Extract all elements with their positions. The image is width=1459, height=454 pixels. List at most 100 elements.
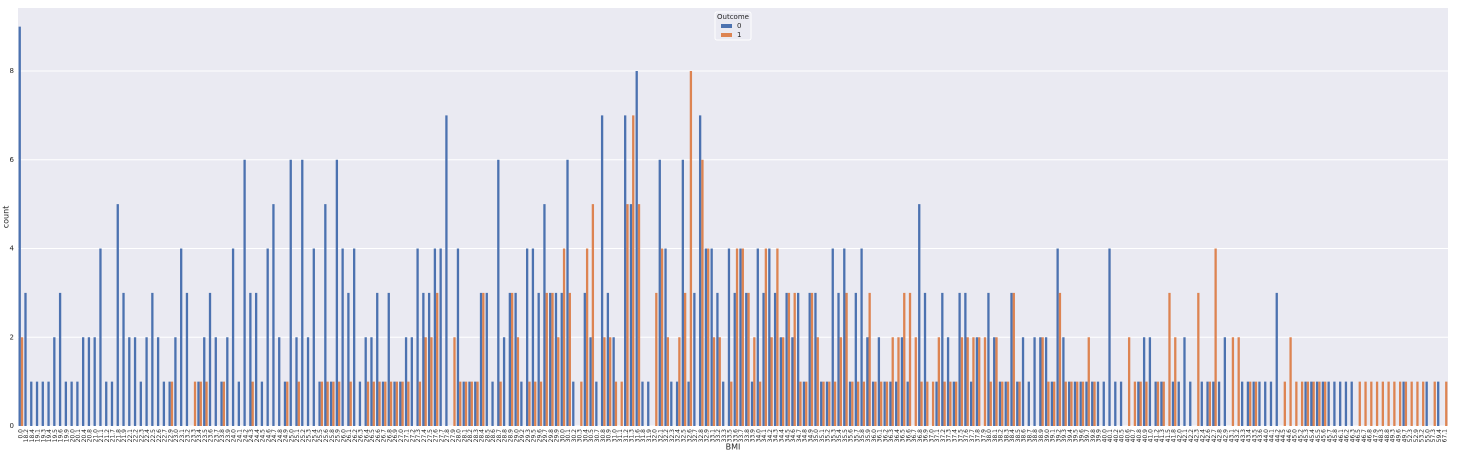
bar <box>666 337 669 426</box>
x-tick-label: 25.4 <box>311 429 318 443</box>
x-tick-label: 27.3 <box>415 429 422 443</box>
bar <box>1127 337 1131 426</box>
x-tick-label: 37.3 <box>946 429 953 443</box>
x-tick-label: 27.2 <box>409 429 416 443</box>
x-tick-label: 43.1 <box>1228 429 1235 443</box>
x-tick-label: 49.7 <box>1401 429 1408 443</box>
bar <box>854 292 857 426</box>
bar <box>843 248 846 426</box>
bar <box>1295 381 1298 426</box>
bar <box>1047 381 1050 426</box>
bar <box>1254 381 1258 426</box>
bar <box>862 381 866 426</box>
x-tick-label: 20.4 <box>81 429 88 443</box>
bar <box>430 337 433 426</box>
bar <box>966 337 969 426</box>
bar <box>978 337 981 426</box>
bar <box>1102 381 1105 426</box>
x-tick-label: 26.6 <box>375 429 382 443</box>
bar <box>782 337 785 426</box>
x-tick-label: 34.4 <box>779 429 786 443</box>
x-tick-label: 33.6 <box>732 429 739 443</box>
bar <box>568 292 571 426</box>
bar <box>1156 381 1160 426</box>
bar <box>808 292 811 426</box>
bar <box>851 381 854 426</box>
bar <box>1081 381 1085 426</box>
x-tick-label: 22.9 <box>167 429 174 443</box>
x-axis-label: BMI <box>726 443 741 452</box>
bar <box>128 337 131 426</box>
bar <box>1044 337 1048 426</box>
x-tick-label: 28.3 <box>473 429 480 443</box>
bar <box>416 248 419 426</box>
x-tick-label: 36.1 <box>877 429 884 443</box>
bar <box>64 381 68 426</box>
bar <box>891 337 894 426</box>
bar <box>185 292 189 426</box>
x-tick-label: 36.7 <box>911 429 918 443</box>
bar <box>557 337 560 426</box>
bar <box>733 292 736 426</box>
bar <box>1137 381 1140 426</box>
x-tick-label: 38.8 <box>1032 429 1039 443</box>
x-tick-label: 38.1 <box>992 429 999 443</box>
x-tick-label: 22.2 <box>133 429 140 443</box>
bar <box>1321 381 1325 426</box>
bar <box>133 337 137 426</box>
bar <box>295 337 298 426</box>
legend-swatch <box>721 24 732 28</box>
x-tick-label: 28.1 <box>461 429 468 443</box>
bar <box>964 292 967 426</box>
bar <box>1148 337 1152 426</box>
bar <box>773 292 777 426</box>
x-tick-label: 32.4 <box>675 429 682 443</box>
bar <box>704 248 708 426</box>
x-tick-label: 27.9 <box>450 429 457 443</box>
bar <box>1252 381 1255 426</box>
x-tick-label: 48.3 <box>1378 429 1385 443</box>
bar <box>301 159 304 426</box>
x-tick-label: 25.2 <box>300 429 307 443</box>
bar <box>883 381 886 426</box>
bar <box>1189 381 1192 426</box>
x-tick-label: 32.8 <box>698 429 705 443</box>
bar <box>874 381 877 426</box>
bar <box>1006 381 1010 426</box>
bar <box>364 337 367 426</box>
x-tick-label: 35.4 <box>836 429 843 443</box>
bar <box>768 248 771 426</box>
bar <box>418 381 422 426</box>
x-tick-label: 25.9 <box>335 429 342 443</box>
bar <box>903 292 906 426</box>
bar <box>543 204 546 426</box>
x-tick-label: 26.7 <box>381 429 388 443</box>
bar <box>1445 381 1448 426</box>
x-tick-label: 55.0 <box>1424 429 1431 443</box>
bar <box>1142 337 1146 426</box>
x-tick-label: 37.4 <box>951 429 958 443</box>
x-tick-label: 33.5 <box>727 429 734 443</box>
bar <box>297 381 300 426</box>
x-tick-label: 41.8 <box>1171 429 1178 443</box>
x-tick-label: 19.9 <box>64 429 71 443</box>
bar <box>433 248 437 426</box>
x-tick-label: 45.8 <box>1332 429 1339 443</box>
bar <box>560 292 563 426</box>
x-tick-label: 42.9 <box>1223 429 1230 443</box>
bar <box>735 248 739 426</box>
bar <box>329 381 333 426</box>
bar <box>243 159 246 426</box>
bar <box>1208 381 1212 426</box>
bar <box>889 381 892 426</box>
x-tick-label: 46.7 <box>1361 429 1368 443</box>
bar <box>318 381 321 426</box>
bar <box>866 337 869 426</box>
x-tick-label: 36.9 <box>923 429 930 443</box>
x-tick-label: 19.3 <box>40 429 47 443</box>
bar <box>741 248 744 426</box>
x-tick-label: 30.0 <box>559 429 566 443</box>
bar <box>825 381 829 426</box>
bar <box>476 381 479 426</box>
bar <box>993 337 996 426</box>
